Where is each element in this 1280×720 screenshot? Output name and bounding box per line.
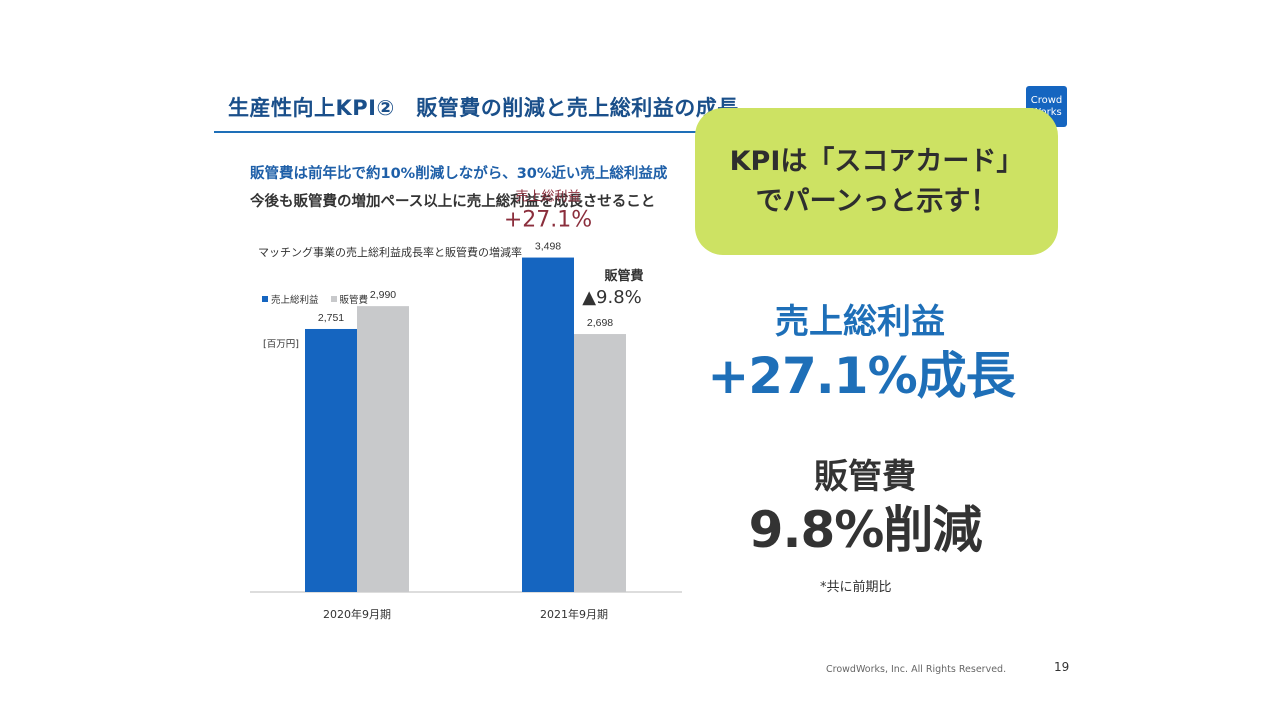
title-divider: [214, 131, 814, 133]
legend-swatch-sga: [330, 296, 337, 302]
chart-legend: 売上総利益 販管費: [262, 292, 368, 306]
bar-1-0: [522, 257, 574, 592]
chart-unit-label: [百万円]: [263, 339, 299, 350]
legend-swatch-gross-profit: [262, 296, 268, 302]
legend-item-gross-profit: 売上総利益: [262, 292, 319, 306]
chart-title: マッチング事業の売上総利益成長率と販管費の増減率: [258, 246, 522, 259]
subtitle-line-1: 販管費は前年比で約10%削減しながら、30%近い売上総利益成: [250, 166, 668, 182]
legend-label-sga: 販管費: [339, 295, 369, 306]
scorecard-gross-profit-value: +27.1%成長: [707, 347, 1015, 405]
scorecard-gross-profit-label: 売上総利益: [775, 302, 945, 342]
bar-value-label: 2,698: [587, 317, 613, 329]
comparison-note: *共に前期比: [820, 580, 892, 595]
scorecard-sga-label: 販管費: [814, 457, 916, 497]
bar-value-label: 3,498: [535, 241, 561, 253]
annotation-gross-profit-value: +27.1%: [504, 208, 592, 233]
bar-0-0: [305, 328, 357, 592]
annotation-sga-value: ▲9.8%: [582, 287, 642, 308]
legend-label-gross-profit: 売上総利益: [271, 295, 319, 306]
bar-1-1: [574, 334, 626, 592]
bar-value-label: 2,751: [318, 312, 344, 324]
page-number: 19: [1054, 660, 1070, 674]
legend-item-sga: 販管費: [330, 292, 369, 306]
annotation-sga-label: 販管費: [604, 268, 643, 284]
x-tick-label: 2021年9月期: [540, 607, 608, 621]
bar-0-1: [357, 306, 409, 592]
logo-text: Crowd Works: [1030, 94, 1063, 118]
annotation-gross-profit-label: 売上総利益: [515, 189, 580, 205]
callout-bubble: KPIは「スコアカード」 でパーンっと示す！: [695, 108, 1058, 255]
callout-line-2: でパーンっと示す！: [755, 185, 998, 217]
slide-title: 生産性向上KPI② 販管費の削減と売上総利益の成長: [228, 96, 739, 120]
bar-value-label: 2,990: [370, 289, 396, 301]
scorecard-sga-value: 9.8%削減: [748, 501, 983, 559]
subtitle-line-2: 今後も販管費の増加ペース以上に売上総利益を成長させること: [250, 194, 656, 210]
copyright: CrowdWorks, Inc. All Rights Reserved.: [826, 664, 1007, 675]
callout-line-1: KPIは「スコアカード」: [729, 145, 1024, 177]
x-tick-label: 2020年9月期: [323, 607, 391, 621]
